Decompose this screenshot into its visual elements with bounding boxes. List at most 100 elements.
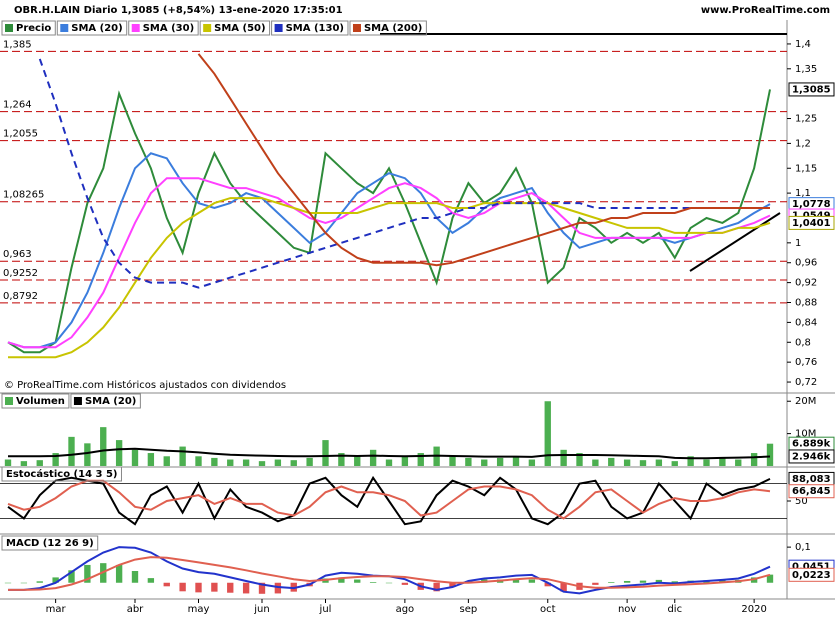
bar [449, 456, 456, 466]
x-tick-label: may [188, 604, 210, 615]
y-tick-label: 1,25 [795, 114, 817, 125]
level-label: 1,08265 [3, 190, 44, 201]
bar [36, 581, 43, 583]
bar [608, 582, 615, 583]
trend-line [689, 212, 781, 272]
bar [512, 579, 520, 583]
bar [449, 582, 456, 588]
value-tag [788, 567, 835, 582]
bar [354, 456, 361, 466]
bar [290, 460, 297, 466]
bar [179, 446, 186, 466]
x-tick-label: oct [540, 604, 556, 615]
bar [195, 456, 202, 466]
legend-label: SMA (30) [143, 23, 194, 34]
legend-label: SMA (130) [286, 23, 344, 34]
bar [528, 579, 536, 583]
bar [369, 449, 377, 466]
legend-box [128, 20, 199, 36]
bar [639, 580, 647, 583]
legend-swatch [73, 397, 82, 405]
value-tag-label: 88,083 [792, 474, 831, 485]
y-tick-label: 1,15 [795, 163, 817, 174]
bar [401, 456, 409, 466]
y-tick-label: 1,4 [795, 39, 811, 50]
chart-title: OBR.H.LAIN Diario 1,3085 (+8,54%) 13-ene… [14, 5, 343, 16]
bar [163, 582, 170, 587]
series-line [8, 197, 771, 359]
legend-box [271, 20, 349, 36]
legend-swatch [131, 24, 140, 32]
bar [481, 459, 488, 466]
value-tag-label: 1,0401 [792, 218, 831, 229]
level-label: 0,963 [3, 249, 32, 260]
note: © ProRealTime.com Históricos ajustados c… [4, 379, 286, 391]
bar [147, 578, 155, 583]
bar [385, 582, 393, 584]
source: www.ProRealTime.com [701, 5, 830, 16]
bar [338, 577, 345, 583]
bar [322, 440, 329, 466]
bar [195, 582, 202, 593]
bar [592, 582, 599, 585]
y-tick-label: 0,72 [795, 377, 817, 388]
bar [147, 453, 155, 466]
y-tick-label: 0,88 [795, 298, 817, 309]
bar [4, 582, 12, 584]
bar [115, 440, 123, 466]
value-tag [788, 215, 835, 230]
bar [369, 582, 377, 583]
y-tick-label: 0,92 [795, 278, 817, 289]
bar [560, 582, 567, 592]
bar [433, 582, 440, 592]
x-tick-label: abr [127, 604, 144, 615]
bar [766, 443, 774, 466]
bar [766, 574, 774, 583]
level-label: 0,9252 [3, 268, 38, 279]
bar [258, 582, 266, 594]
level-label: 1,2055 [3, 129, 38, 140]
legend-swatch [352, 24, 361, 32]
bar [750, 453, 758, 466]
bar [20, 582, 28, 584]
legend-label: Volumen [16, 396, 65, 407]
legend-box [1, 393, 70, 409]
level-label: 0,8792 [3, 291, 38, 302]
legend-box [349, 20, 427, 36]
bar [512, 456, 520, 466]
bar [703, 459, 710, 466]
bar [719, 457, 726, 466]
bar [338, 453, 345, 466]
legend-label: MACD (12 26 9) [6, 538, 94, 549]
legend-box [199, 20, 271, 36]
bar [608, 457, 615, 466]
value-tag-label: 0,0223 [792, 570, 831, 581]
bar [576, 453, 583, 466]
bar [227, 459, 234, 466]
legend-label: SMA (50) [214, 23, 265, 34]
y-tick-label: 10M [795, 429, 816, 440]
x-tick-label: dic [667, 604, 682, 615]
level-label: 1,385 [3, 39, 32, 50]
x-tick-label: jul [319, 604, 332, 615]
series-line [7, 479, 771, 520]
bar [528, 459, 536, 466]
bar [242, 459, 250, 466]
bar [211, 582, 218, 592]
y-tick-label: 1,35 [795, 64, 817, 75]
value-tag [788, 484, 835, 499]
bar [385, 459, 393, 466]
x-tick-label: mar [46, 604, 67, 615]
legend-label: SMA (200) [364, 23, 422, 34]
bar [544, 582, 551, 587]
bar [131, 570, 139, 583]
legend-swatch [274, 24, 283, 32]
bar [306, 457, 313, 466]
y-tick-label: 1 [795, 238, 801, 249]
legend-swatch [203, 24, 212, 32]
level-label: 1,264 [3, 100, 32, 111]
bar [687, 456, 694, 466]
bar [100, 427, 107, 466]
y-tick-label: 0,8 [795, 337, 811, 348]
